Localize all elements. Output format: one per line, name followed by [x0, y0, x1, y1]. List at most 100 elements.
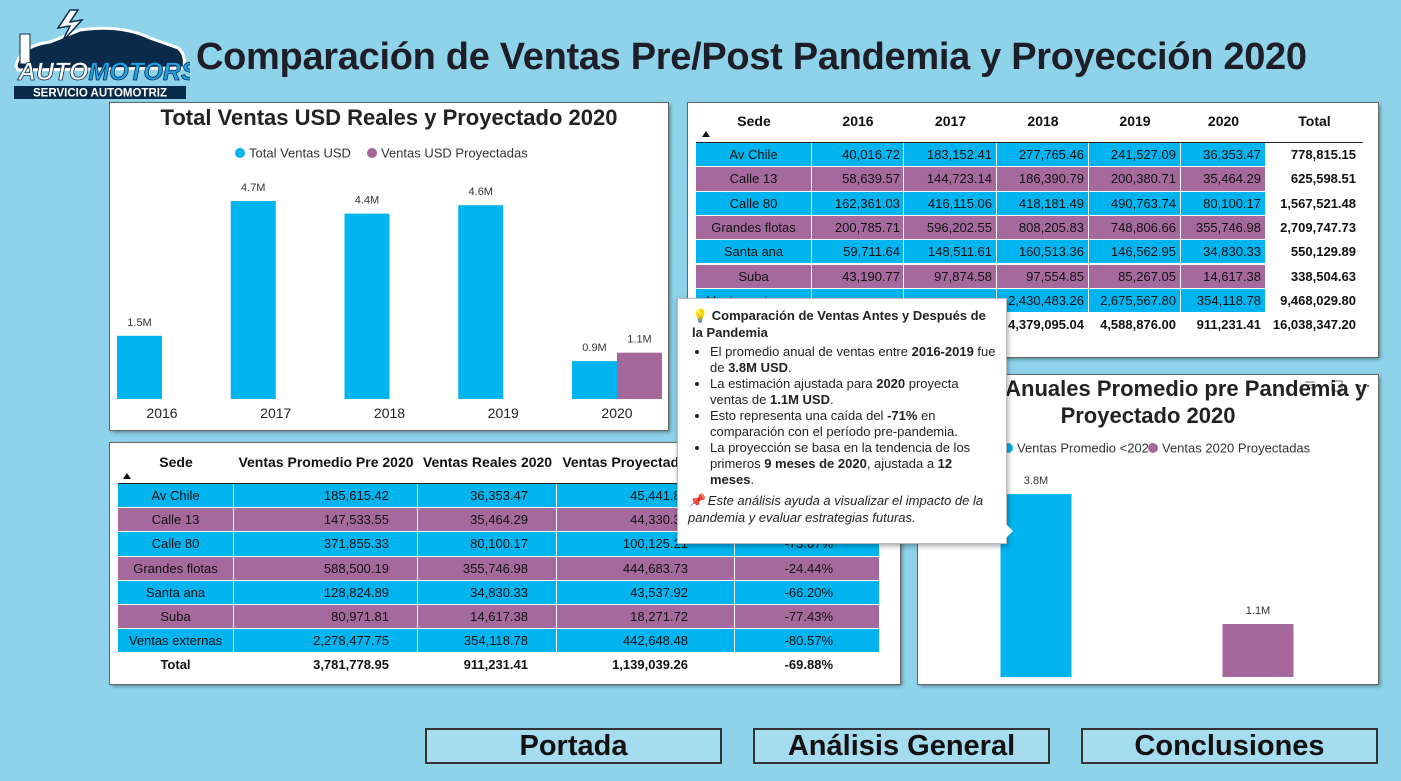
- header-rule: [118, 483, 880, 484]
- logo-plug: [19, 33, 31, 65]
- bar: [1222, 624, 1294, 677]
- table-cell: 1,139,039.26: [557, 653, 735, 678]
- tooltip-title: 💡 Comparación de Ventas Antes y Después …: [692, 308, 986, 340]
- table-cell: Suba: [696, 264, 812, 289]
- visual-header: [1300, 377, 1376, 399]
- table-cell: 18,271.72: [557, 605, 735, 630]
- table-cell: 128,824.89: [234, 580, 418, 605]
- table-header: Ventas Promedio Pre 2020: [238, 454, 414, 470]
- x-tick-label: 2020: [601, 405, 632, 421]
- table-cell: 354,118.78: [418, 629, 557, 654]
- tooltip-highlight: -71%: [887, 408, 918, 423]
- table-cell: Av Chile: [118, 484, 234, 509]
- table-cell: Grandes flotas: [118, 556, 234, 581]
- nav-button[interactable]: Portada: [425, 728, 722, 764]
- tooltip-text: fue de: [710, 344, 996, 375]
- table-cell: -80.57%: [735, 629, 880, 654]
- table-cell: 371,855.33: [234, 532, 418, 557]
- table-cell: 2,430,483.26: [997, 288, 1089, 314]
- chart-svg: Total Ventas USD Ventas USD Proyectadas 1.…: [117, 146, 662, 421]
- table-cell: 97,874.58: [904, 264, 997, 289]
- table-cell: 338,504.63: [1266, 264, 1363, 289]
- bar: [572, 361, 617, 399]
- table-cell: 2,278,477.75: [234, 629, 418, 654]
- x-tick-label: 2019: [488, 405, 519, 421]
- table-cell: Av Chile: [696, 143, 812, 168]
- logo-text: AUTOMOTORS: [17, 58, 190, 86]
- focus-icon: [1331, 380, 1343, 392]
- table-cell: Santa ana: [118, 580, 234, 605]
- page-title: Comparación de Ventas Pre/Post Pandemia …: [196, 36, 1307, 78]
- table-header: 2016: [842, 113, 874, 129]
- table-cell: 200,785.71: [812, 215, 904, 241]
- tooltip-text: proyecta ventas de: [710, 376, 959, 407]
- table-cell: 490,763.74: [1089, 191, 1181, 216]
- chart-title: Total Ventas USD Reales y Proyectado 202…: [160, 105, 618, 130]
- table-cell: 2,709,747.73: [1266, 215, 1363, 241]
- data-label: 4.4M: [355, 195, 379, 207]
- table-cell: 277,765.46: [997, 143, 1089, 168]
- table-cell: Calle 80: [696, 191, 812, 216]
- legend-label: Ventas USD Proyectadas: [381, 146, 528, 161]
- tooltip-note: 📌 Este análisis ayuda a visualizar el im…: [688, 493, 984, 525]
- table-cell: 183,152.41: [904, 143, 997, 168]
- table-cell: 34,830.33: [1181, 240, 1266, 265]
- table-cell: 146,562.95: [1089, 240, 1181, 265]
- logo-bolt: [56, 9, 85, 43]
- table-cell: Calle 80: [118, 532, 234, 557]
- table-cell: 185,615.42: [234, 484, 418, 509]
- table-header: 2017: [934, 113, 967, 129]
- table-cell: 35,464.29: [1181, 167, 1266, 192]
- logo-band: [14, 86, 186, 99]
- table-cell: 9,468,029.80: [1266, 288, 1363, 314]
- more-icon: [1362, 384, 1366, 388]
- bar: [230, 201, 276, 399]
- table-cell: 200,380.71: [1089, 167, 1181, 192]
- bar: [117, 335, 162, 399]
- legend-label: Total Ventas USD: [249, 146, 351, 161]
- x-tick-label: 2018: [374, 405, 405, 421]
- table-cell: 43,537.92: [557, 580, 735, 605]
- table-cell: -77.43%: [735, 605, 880, 630]
- table-cell: 588,500.19: [234, 556, 418, 581]
- table-cell: 355,746.98: [418, 556, 557, 581]
- table-cell: Grandes flotas: [696, 215, 812, 241]
- table-cell: 34,830.33: [418, 580, 557, 605]
- table-cell: Ventas externas: [118, 629, 234, 654]
- tooltip-text: .: [750, 472, 755, 487]
- table-cell: 144,723.14: [904, 167, 997, 192]
- tooltip-text: .: [788, 360, 792, 375]
- tooltip-highlight: 1.1M USD: [770, 392, 830, 407]
- table-header: Total: [1298, 113, 1331, 129]
- tooltip-text: .: [829, 392, 834, 407]
- more-icon: [1366, 384, 1370, 388]
- table-cell: 162,361.03: [812, 191, 904, 216]
- more-icon: [1358, 384, 1362, 388]
- tooltip-highlight: 12 meses: [710, 456, 953, 487]
- logo: AUTOMOTORS SERVICIO AUTOMOTRIZ: [14, 9, 190, 100]
- table-cell: 241,527.09: [1089, 143, 1181, 168]
- table-cell: 16,038,347.20: [1266, 313, 1363, 338]
- tooltip-pointer: [1006, 524, 1013, 538]
- table-header: Ventas Reales 2020: [422, 454, 553, 470]
- table-cell: 550,129.89: [1266, 240, 1363, 265]
- tooltip-bullet: La estimación ajustada para 2020 proyect…: [710, 376, 996, 408]
- table-header: 2019: [1119, 113, 1151, 129]
- table-cell: Total: [118, 653, 234, 678]
- data-label: 4.7M: [241, 182, 265, 194]
- table-cell: -66.20%: [735, 580, 880, 605]
- x-tick-label: 2017: [260, 405, 291, 421]
- table-cell: Calle 13: [696, 167, 812, 192]
- nav-button[interactable]: Conclusiones: [1081, 728, 1378, 764]
- tooltip-text: El promedio anual de ventas entre: [710, 344, 912, 359]
- table-cell: 625,598.51: [1266, 167, 1363, 192]
- table-cell: 36,353.47: [418, 484, 557, 509]
- table-cell: 444,683.73: [557, 556, 735, 581]
- legend-label: Ventas 2020 Proyectadas: [1162, 441, 1311, 456]
- table-cell: 14,617.38: [1181, 264, 1266, 289]
- table-cell: -24.44%: [735, 556, 880, 581]
- tooltip-text: en comparación con el período pre-pandem…: [710, 408, 958, 439]
- tooltip-highlight: 3.8M USD: [728, 360, 789, 375]
- nav-button[interactable]: Análisis General: [753, 728, 1050, 764]
